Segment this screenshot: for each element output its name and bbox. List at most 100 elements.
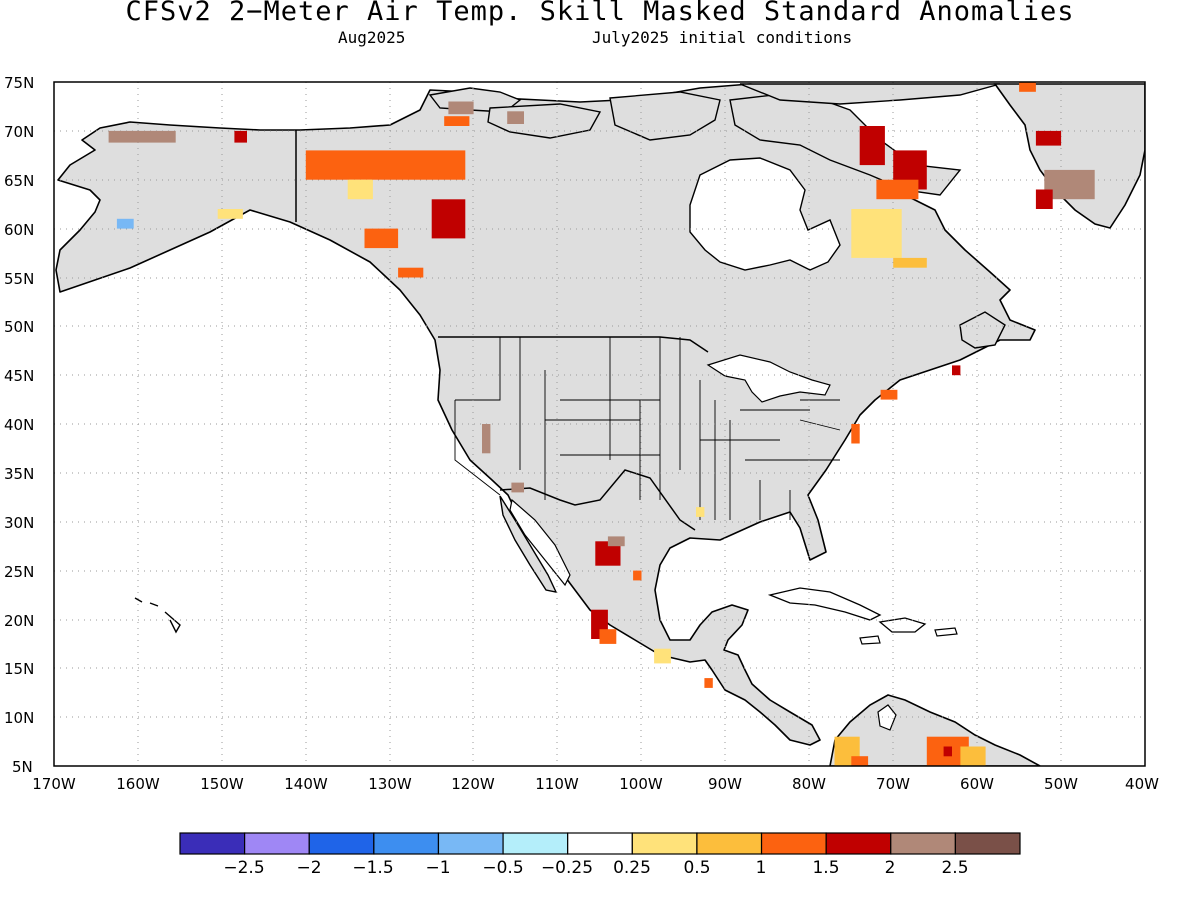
colorbar-label: −1.5 [352,858,393,878]
anomaly-patch [893,257,927,268]
latitude-labels: 75N 70N 65N 60N 55N 50N 45N 40N 35N 30N … [4,74,34,776]
colorbar-label: −0.25 [541,858,593,878]
anomaly-patch [1035,130,1062,146]
lon-label: 100W [619,775,663,793]
lon-label: 90W [708,775,742,793]
lat-label: 65N [4,172,34,190]
anomaly-patch [507,111,524,124]
lat-label: 15N [4,660,34,678]
lat-label: 60N [4,221,34,239]
anomaly-patch [599,629,617,644]
colorbar-swatch [696,832,763,855]
lat-label: 20N [4,612,34,630]
colorbar-swatch [954,832,1021,855]
anomaly-patch [448,101,474,115]
forecast-month: Aug2025 [338,28,406,47]
lon-label: 150W [200,775,244,793]
lon-label: 110W [535,775,579,793]
anomaly-patch [511,482,524,493]
initial-conditions: July2025 initial conditions [592,28,853,47]
anomaly-patch [431,199,466,239]
colorbar-labels: −2.5 −2 −1.5 −1 −0.5 −0.25 0.25 0.5 1 1.… [223,858,968,878]
longitude-labels: 170W 160W 150W 140W 130W 120W 110W 100W … [32,775,1159,793]
anomaly-patch [607,536,625,547]
anomaly-patch [704,678,713,688]
lat-label: 10N [4,709,34,727]
us-mexico-border [499,469,696,531]
anomaly-patch [234,130,247,143]
lon-label: 160W [116,775,160,793]
anomaly-patch [116,218,134,229]
anomaly-patch [696,507,705,517]
lon-label: 50W [1044,775,1078,793]
lat-label: 45N [4,367,34,385]
anomaly-patch [347,179,373,200]
gulf-of-california [509,498,571,587]
colorbar-swatch [179,832,246,855]
hawaii [134,597,181,634]
colorbar-swatch [825,832,892,855]
anomaly-patch [952,365,961,376]
colorbar-label: −2.5 [223,858,264,878]
arctic-island [609,91,721,141]
anomaly-patch [364,228,399,249]
colorbar-label: −0.5 [482,858,523,878]
great-lakes [706,354,831,403]
plot-frame [53,81,1146,767]
anomaly-patch [851,756,869,766]
greenland [993,83,1145,229]
hudson-bay [689,157,841,271]
colorbar-label: 2.5 [941,858,968,878]
colorbar-swatch [890,832,956,855]
colorbar-swatch [437,832,504,855]
anomaly-patch [398,267,424,278]
anomaly-patch [1035,189,1053,209]
colorbar-label: 1 [756,858,767,878]
land-layer [55,83,1145,766]
colorbar-swatch [567,832,633,855]
lat-label: 25N [4,563,34,581]
anomaly-patch [876,179,919,200]
anomaly-patch [851,209,902,258]
jamaica [859,635,881,645]
lake-maracaibo [877,704,897,731]
lon-label: 70W [876,775,910,793]
anomaly-patch [960,746,986,766]
anomaly-patch [305,150,466,180]
colorbar-swatch [244,832,310,855]
lon-label: 130W [368,775,412,793]
lat-label: 40N [4,416,34,434]
lat-label: 55N [4,270,34,288]
hispaniola [878,617,927,633]
colorbar-swatch [760,832,827,855]
colorbar-label: 2 [885,858,896,878]
lat-label: 35N [4,465,34,483]
lon-label: 170W [32,775,76,793]
lon-label: 60W [960,775,994,793]
lat-label: 30N [4,514,34,532]
anomaly-patch [943,746,952,757]
anomaly-patch [482,424,491,454]
anomaly-patch [851,424,860,444]
lon-label: 40W [1125,775,1159,793]
colorbar [179,832,1021,855]
cuba [767,587,882,621]
lon-label: 140W [284,775,328,793]
baja-california [499,495,558,593]
anomaly-patch [880,389,898,400]
colorbar-label: 0.25 [613,858,651,878]
colorbar-label: −2 [296,858,321,878]
anomaly-patch [444,116,470,126]
colorbar-swatch [308,832,375,855]
lon-label: 120W [451,775,495,793]
newfoundland [959,311,1006,349]
anomaly-patch [859,126,885,166]
colorbar-swatch [373,832,440,855]
anomaly-patch [1019,82,1036,92]
lat-label: 70N [4,123,34,141]
colorbar-label: 1.5 [812,858,839,878]
graticule [54,82,1145,766]
colorbar-swatch [502,832,569,855]
anomaly-patch [654,648,671,664]
